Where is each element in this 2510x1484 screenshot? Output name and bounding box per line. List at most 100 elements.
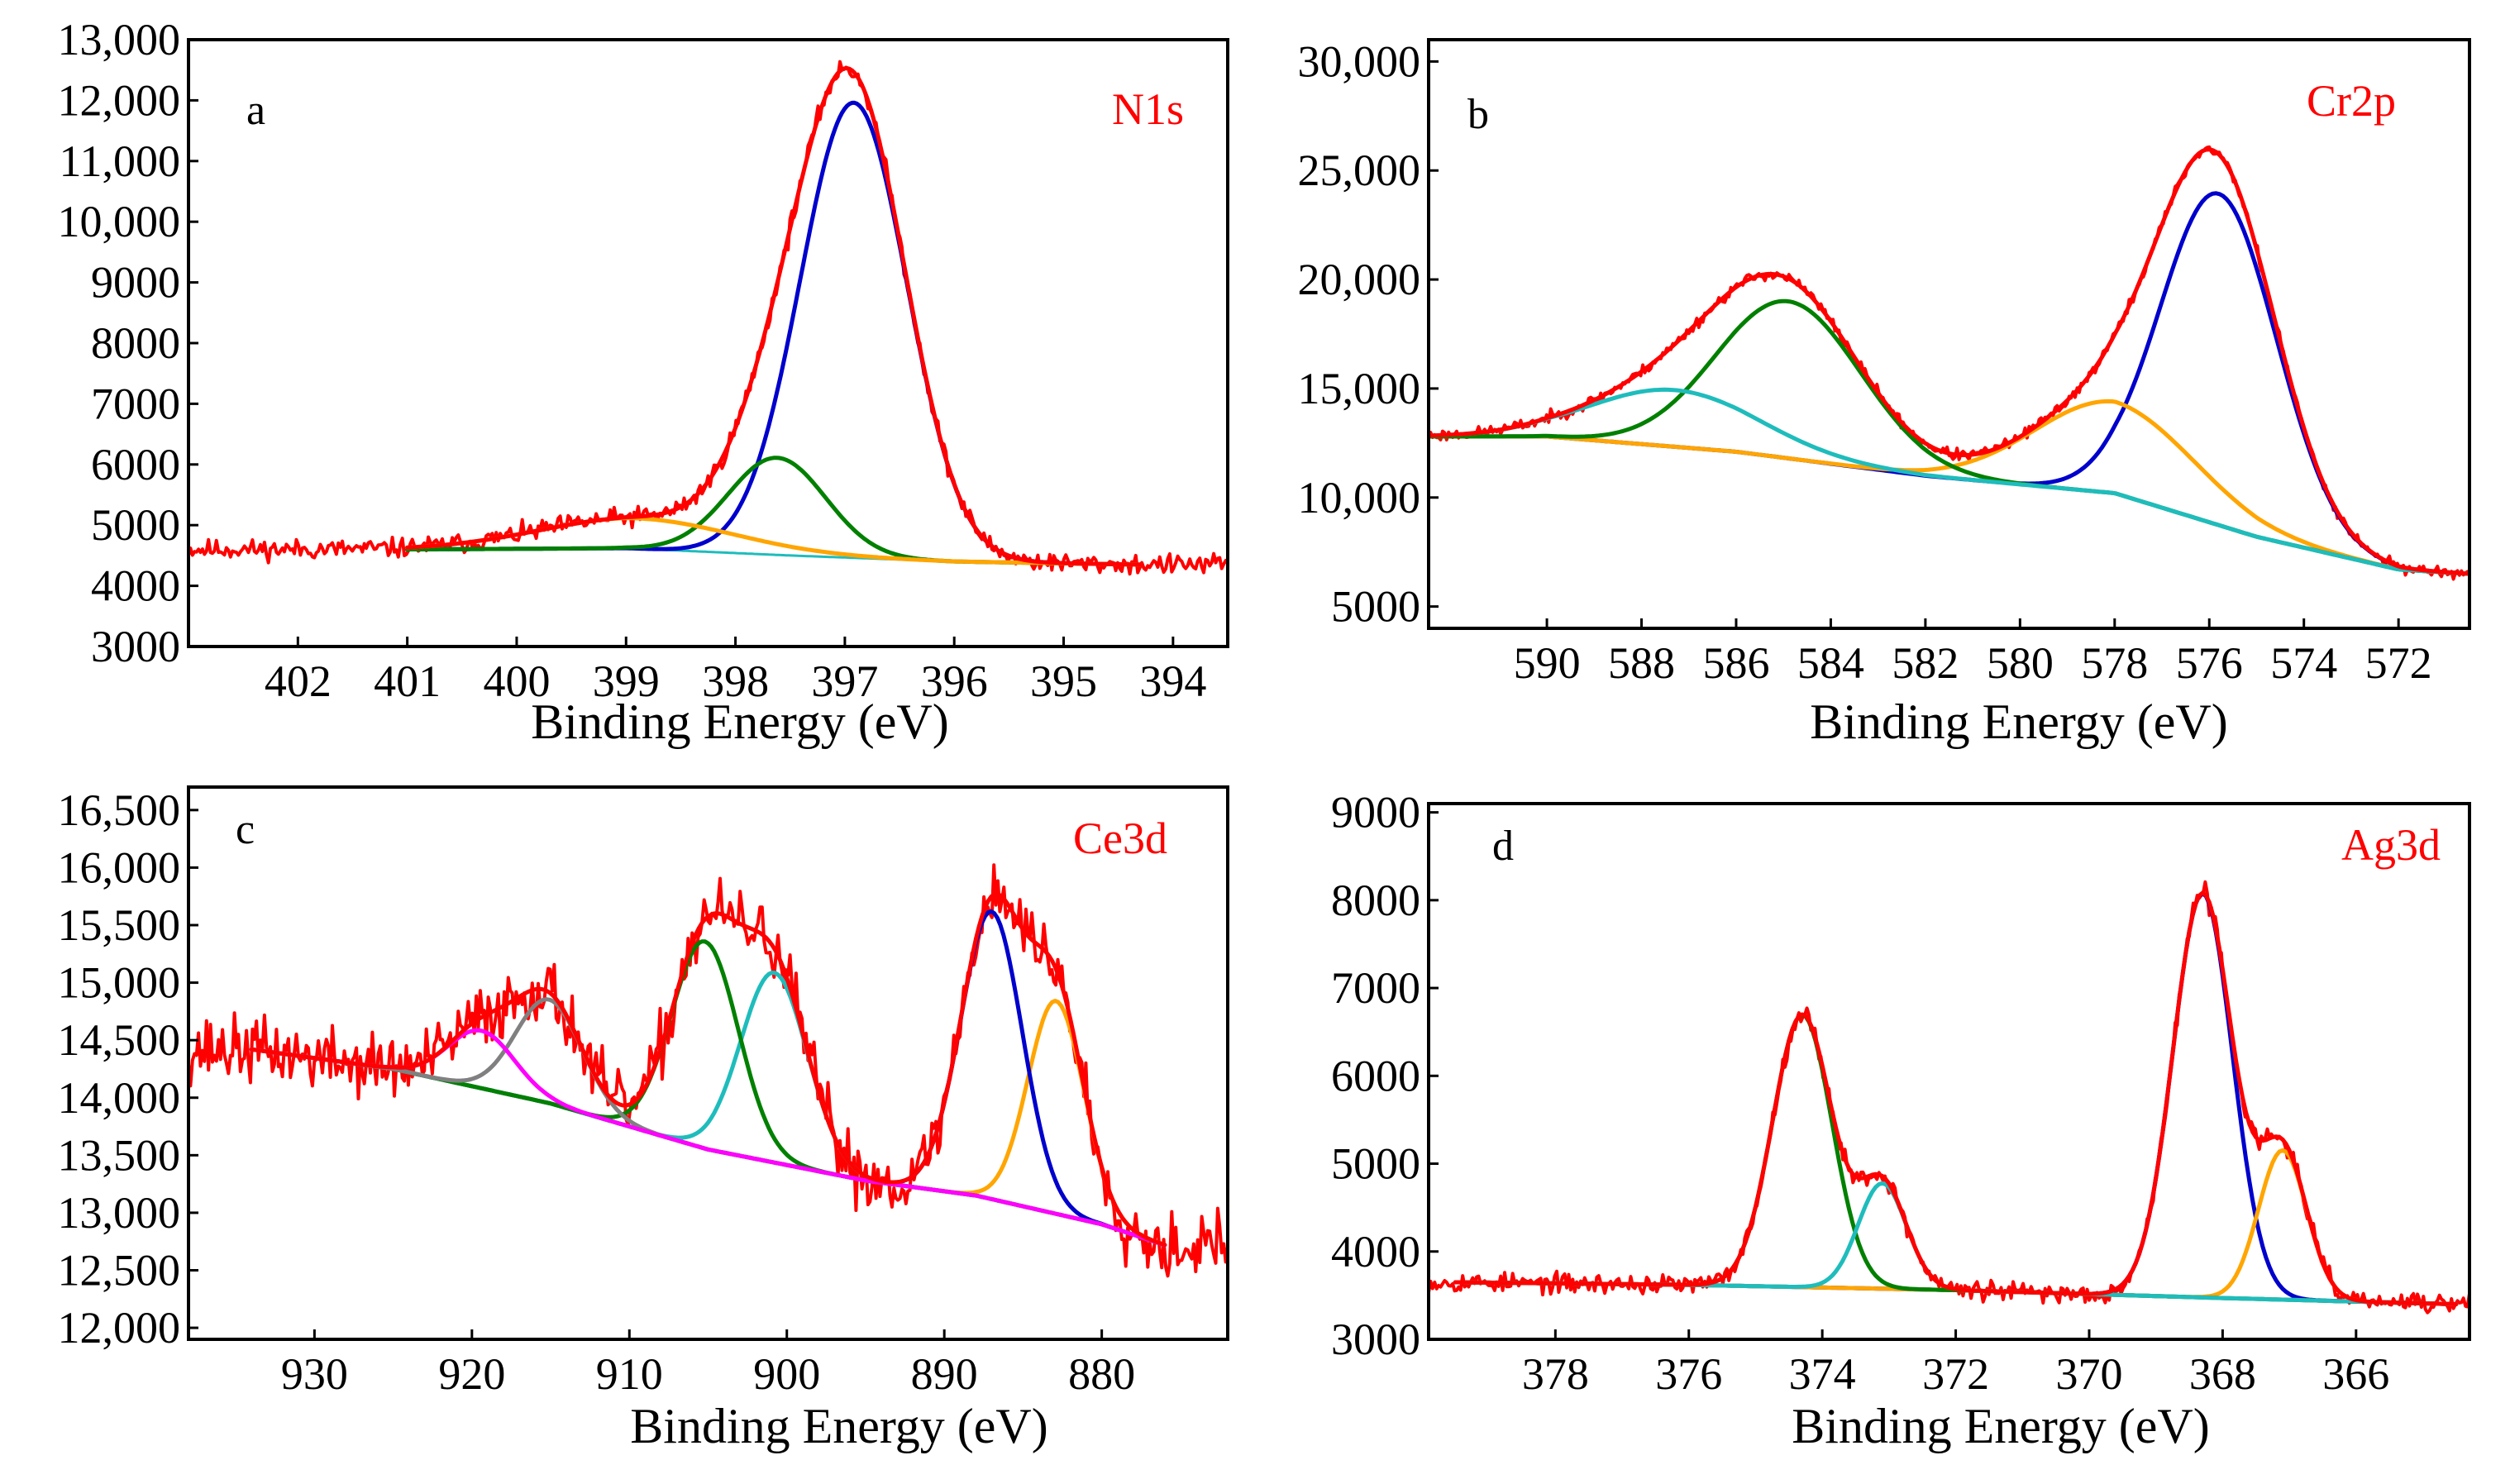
y-tick-label-d: 9000 — [1331, 788, 1420, 837]
raw-spectrum-b — [1429, 145, 2469, 581]
y-tick-label-d: 5000 — [1331, 1139, 1420, 1189]
fit-peak-b-2p3/2 — [1429, 191, 2469, 576]
y-tick-label-c: 15,000 — [58, 958, 181, 1008]
raw-spectrum-a — [188, 60, 1228, 576]
x-tick-label-c: 910 — [596, 1349, 663, 1399]
x-tick-label-a: 402 — [265, 656, 332, 706]
y-tick-label-d: 7000 — [1331, 963, 1420, 1013]
x-axis-title-b: Binding Energy (eV) — [1810, 694, 2227, 749]
x-tick-label-a: 397 — [811, 656, 878, 706]
y-tick-label-b: 10,000 — [1298, 473, 1421, 523]
x-tick-label-c: 890 — [911, 1349, 978, 1399]
x-tick-label-c: 900 — [753, 1349, 820, 1399]
panel-c-plot-area: 930 920 910 900 890 880 12,000 12,500 13,000 13,5… — [58, 785, 1229, 1399]
x-tick-label-b: 590 — [1514, 638, 1581, 688]
y-tick-label-c: 14,000 — [58, 1073, 181, 1123]
y-tick-label-c: 16,500 — [58, 785, 181, 835]
plot-frame-d — [1427, 802, 2471, 1341]
y-tick-label-a: 11,000 — [60, 136, 181, 186]
y-tick-label-b: 30,000 — [1298, 36, 1421, 86]
panel-letter-b: b — [1467, 91, 1489, 138]
fit-peak-c-u — [249, 939, 1167, 1248]
x-tick-label-a: 401 — [374, 656, 441, 706]
raw-spectrum-d — [1429, 880, 2469, 1315]
y-tick-label-a: 7000 — [91, 379, 180, 428]
x-tick-label-b: 574 — [2270, 638, 2337, 688]
panel-d-plot-area: 378 376 374 372 370 368 366 3000 4000 5000 6000 700… — [1331, 788, 2471, 1399]
x-axis-title-d: Binding Energy (eV) — [1792, 1399, 2209, 1453]
panel-c-ce3d: 930 920 910 900 890 880 12,000 12,500 13,000 13,5… — [58, 785, 1229, 1453]
y-tick-label-d: 8000 — [1331, 876, 1420, 925]
x-tick-label-b: 576 — [2176, 638, 2243, 688]
x-tick-label-a: 394 — [1139, 656, 1206, 706]
y-tick-label-a: 6000 — [91, 440, 180, 489]
raw-spectrum-c — [188, 863, 1228, 1278]
x-tick-label-c: 920 — [438, 1349, 505, 1399]
x-tick-label-b: 586 — [1702, 638, 1769, 688]
plot-frame-a — [187, 38, 1229, 648]
y-tick-label-c: 16,000 — [58, 842, 181, 892]
fit-peak-a-shoulder — [405, 456, 1143, 567]
x-tick-label-b: 578 — [2081, 638, 2148, 688]
x-tick-label-d: 374 — [1789, 1349, 1856, 1399]
x-tick-label-b: 584 — [1797, 638, 1864, 688]
y-tick-label-c: 12,500 — [58, 1246, 181, 1296]
plot-frame-b — [1427, 38, 2471, 630]
fit-peak-a-main — [405, 100, 1143, 567]
x-tick-label-a: 395 — [1030, 656, 1097, 706]
x-tick-label-b: 580 — [1987, 638, 2054, 688]
y-tick-label-a: 10,000 — [58, 197, 181, 246]
fit-envelope-d — [1453, 890, 2459, 1306]
fit-peak-d-3d5/2 — [1453, 891, 2459, 1306]
x-tick-label-a: 400 — [483, 656, 550, 706]
x-tick-label-b: 572 — [2365, 638, 2432, 688]
x-tick-label-a: 398 — [702, 656, 769, 706]
x-tick-label-b: 588 — [1608, 638, 1675, 688]
y-tick-label-a: 3000 — [91, 622, 180, 671]
panel-letter-a: a — [246, 87, 265, 134]
y-tick-label-c: 12,000 — [58, 1303, 181, 1353]
y-tick-label-c: 15,500 — [58, 900, 181, 950]
x-axis-title-a: Binding Energy (eV) — [531, 694, 948, 749]
x-tick-label-d: 372 — [1922, 1349, 1989, 1399]
y-tick-label-b: 25,000 — [1298, 146, 1421, 195]
x-tick-label-d: 376 — [1655, 1349, 1722, 1399]
fit-peak-d-3d3/2 — [1453, 1013, 2459, 1306]
panel-letter-c: c — [236, 806, 255, 853]
y-tick-label-b: 5000 — [1331, 582, 1420, 632]
x-tick-label-d: 368 — [2189, 1349, 2256, 1399]
x-tick-label-a: 399 — [593, 656, 660, 706]
y-tick-label-a: 12,000 — [58, 75, 181, 125]
y-tick-label-a: 4000 — [91, 561, 180, 611]
x-tick-label-c: 930 — [281, 1349, 348, 1399]
y-tick-label-d: 4000 — [1331, 1227, 1420, 1276]
panel-b-cr2p: 590 588 586 584 582 580 578 576 574 572 5000 10,000… — [1298, 36, 2471, 749]
y-tick-label-c: 14,500 — [58, 1015, 181, 1065]
element-label-ce3d: Ce3d — [1073, 814, 1167, 863]
panel-b-plot-area: 590 588 586 584 582 580 578 576 574 572 5000 10,000… — [1298, 36, 2471, 688]
x-tick-label-c: 880 — [1068, 1349, 1135, 1399]
x-tick-label-d: 378 — [1522, 1349, 1589, 1399]
panel-a-plot-area: 402 401 400 399 398 397 396 395 394 3000 4000 5000 6… — [58, 15, 1229, 706]
plot-frame-c — [187, 785, 1229, 1341]
y-tick-label-c: 13,500 — [58, 1130, 181, 1180]
y-tick-label-d: 3000 — [1331, 1315, 1420, 1364]
x-tick-label-d: 370 — [2055, 1349, 2122, 1399]
x-tick-label-a: 396 — [921, 656, 988, 706]
y-tick-label-a: 9000 — [91, 258, 180, 308]
y-tick-label-a: 13,000 — [58, 15, 181, 64]
element-label-ag3d: Ag3d — [2341, 820, 2441, 870]
fit-peak-b-sat-3/2 — [1429, 398, 2469, 576]
y-tick-label-c: 13,000 — [58, 1188, 181, 1238]
fit-envelope-a — [405, 66, 1143, 567]
element-label-n1s: N1s — [1112, 84, 1184, 134]
y-tick-label-d: 6000 — [1331, 1051, 1420, 1100]
x-tick-label-d: 366 — [2322, 1349, 2389, 1399]
y-tick-label-a: 5000 — [91, 500, 180, 550]
panel-a-n1s: 402 401 400 399 398 397 396 395 394 3000 4000 5000 6… — [58, 15, 1229, 749]
fit-envelope-c — [249, 891, 1167, 1248]
fit-peak-c-u-prime — [249, 971, 1167, 1248]
fit-envelope-b — [1429, 147, 2469, 576]
y-tick-label-b: 20,000 — [1298, 255, 1421, 304]
